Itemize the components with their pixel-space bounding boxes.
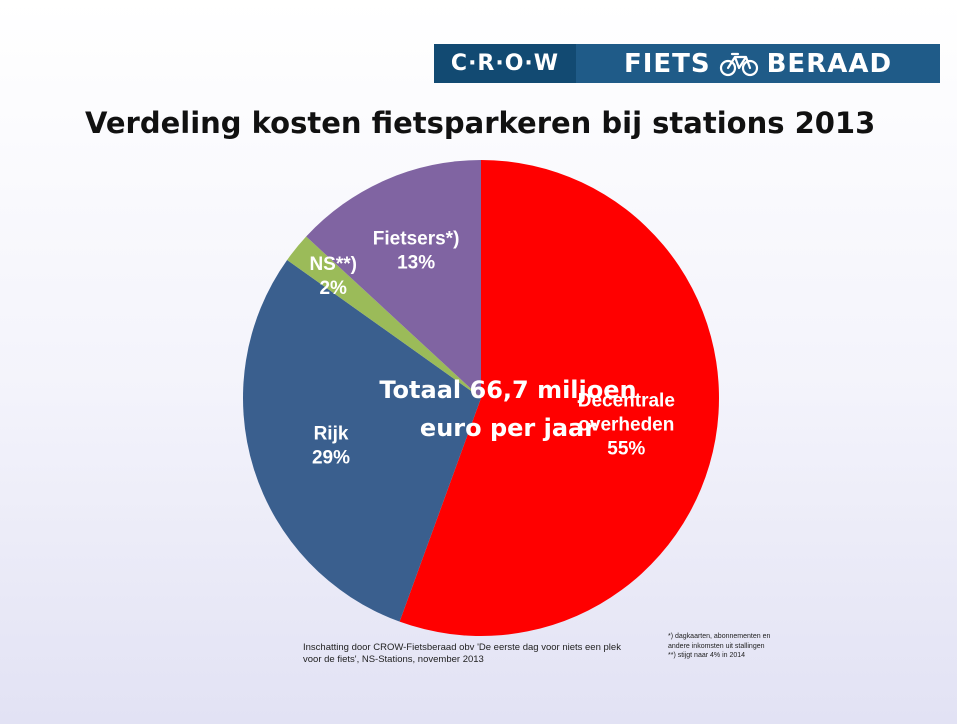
slice-label: Decentrale: [578, 391, 675, 412]
pie-slice-decentrale-overheden: [399, 160, 719, 636]
slice-label: NS**): [309, 254, 357, 275]
slice-label: overheden: [578, 415, 674, 436]
fietsberaad-logo-text: FIETS BERAAD: [576, 49, 940, 79]
logo-fiets-word: FIETS: [623, 48, 711, 79]
pie-slice-rijk: [242, 259, 481, 622]
slice-label: Rijk: [314, 424, 349, 445]
bicycle-icon: [719, 52, 758, 76]
source-note: Inschatting door CROW-Fietsberaad obv 'D…: [303, 642, 621, 665]
center-total-label: euro per jaar: [420, 414, 596, 442]
slice-label: 2%: [319, 278, 347, 299]
slice-label: 55%: [607, 439, 645, 460]
slice-label: 13%: [397, 253, 435, 274]
crow-logo-text: C·R·O·W: [434, 44, 576, 83]
slice-label: 29%: [312, 448, 350, 469]
footnote-line: *) dagkaarten, abonnementen en: [668, 633, 771, 640]
footnote-line: **) stijgt naar 4% in 2014: [668, 652, 746, 659]
crow-fietsberaad-logo: C·R·O·W FIETS BERAAD: [434, 44, 940, 83]
footnote-line: andere inkomsten uit stallingen: [668, 642, 765, 650]
footnote-list: *) dagkaarten, abonnementen en andere in…: [668, 632, 838, 661]
pie-slice-ns: [287, 236, 481, 398]
chart-title: Verdeling kosten fietsparkeren bij stati…: [85, 106, 876, 140]
slice-label: Fietsers*): [373, 229, 460, 250]
logo-beraad-word: BERAAD: [766, 48, 893, 79]
center-total-label: Totaal 66,7 miljoen: [379, 376, 636, 404]
pie-slice-fietsers: [306, 160, 481, 398]
